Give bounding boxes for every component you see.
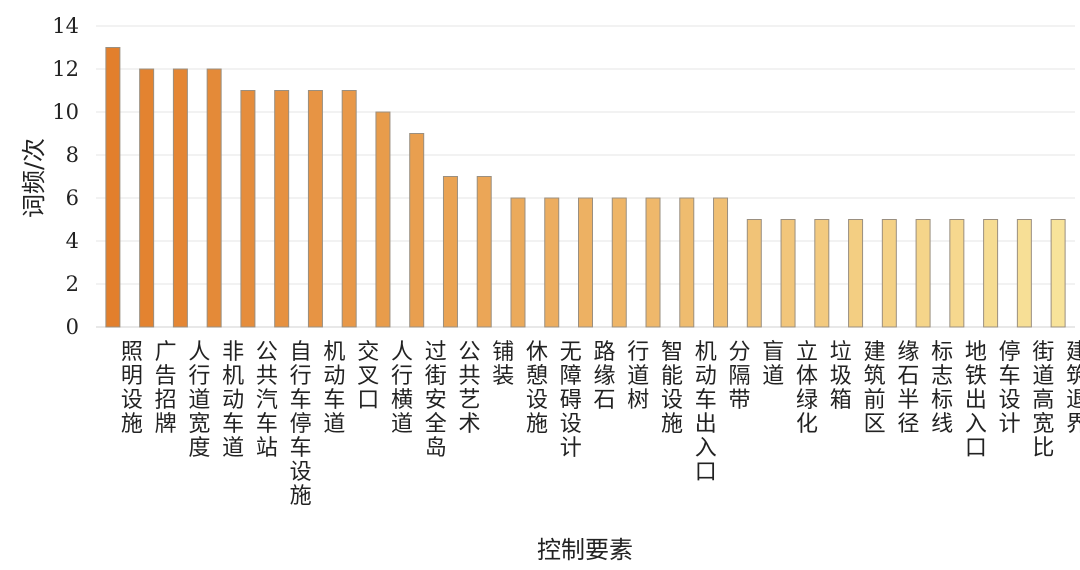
x-category-label: 分隔带 [729,340,751,413]
bar [409,133,425,328]
y-tick-labels: 0 2 4 6 8 10 12 14 [52,14,79,339]
bar [915,219,931,328]
x-category-label: 缘石半径 [897,340,919,437]
x-category-label: 非机动车道 [222,340,244,461]
bar [341,90,357,328]
x-category-label: 铺装 [492,340,514,389]
bar [679,197,695,328]
bar [476,176,492,328]
bar [1016,219,1032,328]
bar [206,68,222,328]
bar [139,68,155,328]
x-category-labels: 照明设施广告招牌人行道宽度非机动车道公共汽车站自行车停车设施机动车道交叉口人行横… [121,340,1080,509]
x-category-label: 垃圾箱 [830,340,852,413]
bar [274,90,290,328]
y-tick-label: 2 [66,272,79,296]
bar [172,68,188,328]
bar [746,219,762,328]
x-category-label: 过街安全岛 [425,340,447,461]
y-tick-label: 4 [66,229,79,253]
bar [375,111,391,328]
x-category-label: 路缘石 [594,340,616,413]
bar [814,219,830,328]
y-tick-label: 12 [52,57,79,81]
bar [645,197,661,328]
bar [713,197,729,328]
x-category-label: 停车设计 [999,340,1021,437]
bar [544,197,560,328]
bar [983,219,999,328]
bar [442,176,458,328]
x-category-label: 建筑前区 [864,340,886,437]
bar [578,197,593,328]
x-category-label: 机动车出入口 [695,340,717,485]
y-tick-label: 14 [52,14,79,38]
y-tick-label: 10 [52,100,79,124]
bar [848,219,864,328]
x-category-label: 机动车道 [323,340,345,437]
x-category-label: 智能设施 [661,340,683,437]
x-category-label: 立体绿化 [796,340,818,437]
x-category-label: 地铁出入口 [965,340,987,461]
y-tick-label: 8 [66,143,79,167]
x-category-label: 公共汽车站 [256,340,278,461]
x-category-label: 行道树 [627,340,649,413]
x-category-label: 盲道 [762,340,784,389]
bar [949,219,965,328]
x-axis-title: 控制要素 [537,536,633,564]
bar-layer [105,47,1066,328]
x-category-label: 休憩设施 [526,340,548,437]
bar [240,90,256,328]
bar [780,219,796,328]
bar [105,47,121,328]
bar [611,197,627,328]
x-category-label: 交叉口 [357,340,379,413]
x-category-label: 照明设施 [121,340,143,437]
x-category-label: 公共艺术 [458,340,480,437]
x-category-label: 无障碍设计 [560,340,582,461]
x-category-label: 标志标线 [931,340,953,437]
x-category-label: 建筑退界 [1066,340,1080,437]
bar [1050,219,1066,328]
bar [881,219,897,328]
x-category-label: 人行横道 [391,340,413,437]
y-tick-label: 0 [66,315,79,339]
y-axis-title: 词频/次 [20,138,48,218]
bar [307,90,323,328]
x-category-label: 人行道宽度 [188,340,210,461]
bar [510,197,526,328]
y-tick-label: 6 [66,186,79,210]
x-category-label: 自行车停车设施 [290,340,312,509]
x-category-label: 广告招牌 [155,340,177,437]
x-category-label: 街道高宽比 [1032,340,1054,461]
